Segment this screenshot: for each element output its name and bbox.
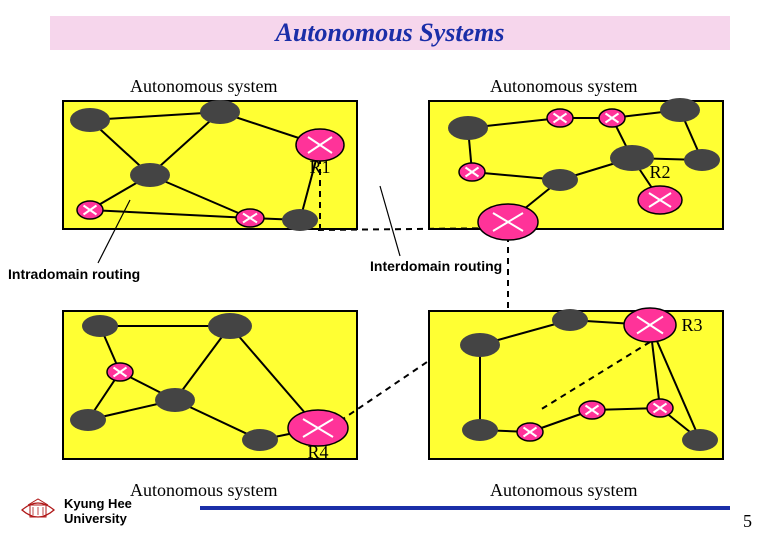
as-label-tl: Autonomous system	[130, 76, 278, 97]
as-label-tr: Autonomous system	[490, 76, 638, 97]
as-label-br: Autonomous system	[490, 480, 638, 501]
as-panel-br	[428, 310, 724, 460]
page-number: 5	[743, 511, 752, 532]
as-panel-bl	[62, 310, 358, 460]
footer-accent-bar	[200, 506, 730, 510]
intradomain-label: Intradomain routing	[8, 266, 140, 282]
uni-line2: University	[64, 511, 127, 526]
university-name: Kyung Hee University	[64, 496, 132, 526]
university-logo	[18, 494, 58, 526]
interdomain-label: Interdomain routing	[370, 258, 502, 274]
uni-line1: Kyung Hee	[64, 496, 132, 511]
as-panel-tl	[62, 100, 358, 230]
slide-title: Autonomous Systems	[50, 16, 730, 50]
as-label-bl: Autonomous system	[130, 480, 278, 501]
as-panel-tr	[428, 100, 724, 230]
